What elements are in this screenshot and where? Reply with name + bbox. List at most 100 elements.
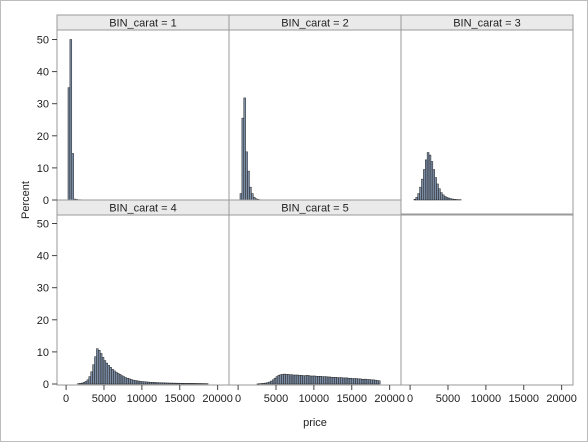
x-tick-label: 15000 (164, 393, 195, 405)
histogram-bar (342, 378, 344, 384)
histogram-bar (268, 382, 270, 384)
histogram-bar (106, 363, 108, 384)
histogram-bar (240, 194, 242, 200)
histogram-bar (295, 375, 297, 384)
histogram-bar (373, 380, 375, 384)
y-tick-label: 30 (37, 99, 49, 111)
histogram-bar (291, 375, 293, 384)
y-tick-label: 10 (37, 163, 49, 175)
panel-1-border (57, 30, 229, 214)
histogram-bar (354, 379, 356, 384)
histogram-bar (87, 380, 89, 384)
histogram-bar (125, 378, 127, 384)
histogram-bar (272, 380, 274, 384)
histogram-bar (136, 381, 138, 384)
histogram-bar (414, 199, 416, 200)
histogram-bar (263, 383, 265, 384)
histogram-bar (429, 155, 431, 200)
histogram-bar (127, 378, 129, 384)
histogram-bar (138, 381, 140, 384)
panel-2-title: BIN_carat = 2 (281, 18, 349, 30)
histogram-bar (195, 383, 197, 384)
panel-2-border (229, 30, 401, 214)
histogram-bar (246, 152, 248, 200)
histogram-bar (104, 361, 106, 384)
histogram-bar (112, 369, 114, 384)
x-tick-label: 15000 (336, 393, 367, 405)
histogram-bar (191, 383, 193, 384)
histogram-bar (378, 381, 380, 384)
histogram-bar (85, 381, 87, 384)
histogram-bar (144, 382, 146, 384)
histogram-bar (242, 118, 244, 200)
x-tick-label: 15000 (508, 393, 539, 405)
histogram-bar (155, 383, 157, 384)
histogram-bar (371, 380, 373, 384)
histogram-bar (117, 373, 119, 384)
histogram-bar (308, 376, 310, 384)
histogram-bar (314, 376, 316, 384)
x-axis-label: price (303, 417, 327, 429)
histogram-bar (165, 383, 167, 384)
histogram-bar (369, 380, 371, 384)
histogram-bar (421, 179, 423, 200)
panel-4-border (57, 215, 229, 385)
histogram-bar (161, 383, 163, 384)
histogram-bar (333, 377, 335, 384)
histogram-bar (303, 376, 305, 384)
histogram-bar (113, 371, 115, 384)
histogram-bar (129, 379, 131, 384)
histogram-bar (100, 354, 102, 385)
histogram-bar (285, 374, 287, 384)
histogram-bar (187, 383, 189, 384)
histogram-bar (365, 379, 367, 384)
histogram-bar (197, 383, 199, 384)
panel-5: BIN_carat = 5 (229, 200, 401, 385)
histogram-bar (142, 382, 144, 384)
panel-3-title: BIN_carat = 3 (453, 18, 521, 30)
histogram-bar (166, 383, 168, 384)
histogram-bar (431, 161, 433, 200)
histogram-bar (433, 170, 435, 201)
histogram-bar (115, 372, 117, 384)
histogram-bar (329, 377, 331, 384)
histogram-bar (367, 380, 369, 384)
histogram-bar (323, 377, 325, 384)
histogram-bar (435, 178, 437, 200)
panel-5-title: BIN_carat = 5 (281, 203, 349, 215)
histogram-bar (440, 193, 442, 200)
y-tick-label: 0 (43, 195, 49, 207)
histogram-bar (168, 383, 170, 384)
histogram-bar (280, 375, 282, 384)
histogram-bar (176, 383, 178, 384)
x-tick-label: 0 (407, 393, 413, 405)
histogram-bar (310, 376, 312, 384)
histogram-bar (338, 378, 340, 384)
histogram-bar (278, 375, 280, 384)
panel-2-bars (240, 98, 261, 200)
y-axis-label: Percent (20, 181, 32, 219)
histogram-bar (427, 152, 429, 200)
histogram-bar (146, 382, 148, 384)
histogram-bar (327, 377, 329, 384)
panel-1: BIN_carat = 1 (57, 15, 229, 214)
histogram-bar (189, 383, 191, 384)
y-tick-label: 0 (43, 379, 49, 391)
histogram-bar (454, 199, 456, 200)
histogram-bar (134, 380, 136, 384)
histogram-bar (293, 375, 295, 384)
histogram-bar (249, 187, 251, 200)
histogram-bar (423, 170, 425, 201)
histogram-bar (321, 377, 323, 384)
x-tick-label: 0 (63, 393, 69, 405)
x-tick-label: 5000 (92, 393, 116, 405)
histogram-bar (340, 378, 342, 384)
histogram-bar (182, 383, 184, 384)
histogram-bar (346, 378, 348, 384)
histogram-bar (131, 380, 133, 384)
y-tick-label: 50 (37, 219, 49, 231)
histogram-bar (301, 375, 303, 384)
histogram-bar (68, 88, 70, 200)
